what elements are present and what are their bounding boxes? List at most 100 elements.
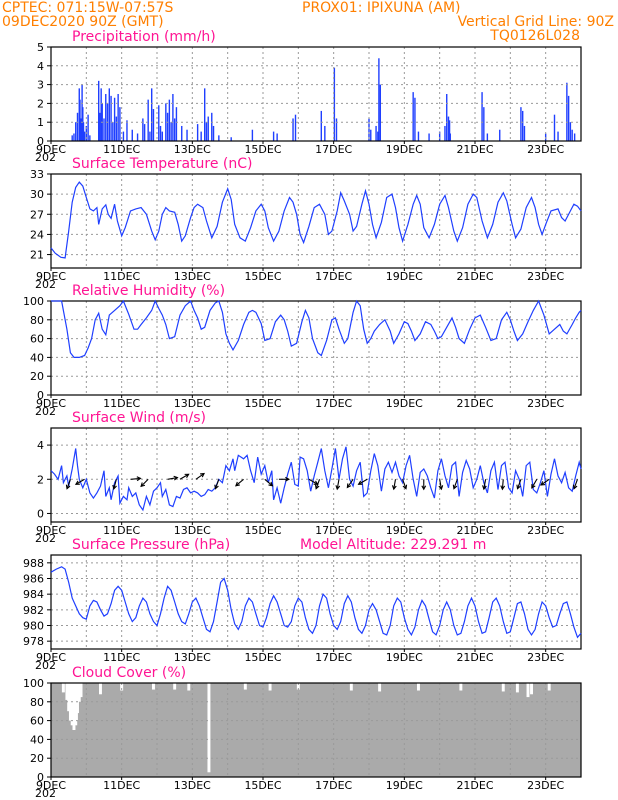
wind-arrow-head: [136, 476, 142, 482]
xtick-label: 11DEC: [103, 651, 140, 664]
xtick-label: 19DEC: [386, 270, 423, 283]
ytick-label: 980: [23, 620, 44, 633]
xtick-label: 23DEC: [527, 779, 564, 792]
wind-arrow: [421, 479, 427, 491]
xtick-label: 13DEC: [174, 270, 211, 283]
xtick-label: 23DEC: [527, 270, 564, 283]
wind-arrow: [214, 479, 220, 490]
xtick-label: 21DEC: [456, 397, 493, 410]
wind-arrow-head: [357, 480, 363, 485]
precip-bar: [82, 122, 85, 141]
wind-arrow-head: [482, 485, 487, 491]
xtick-label: 13DEC: [174, 143, 211, 156]
precip-bar: [333, 67, 336, 141]
precip-bar: [147, 99, 149, 141]
wind-arrow-head: [500, 485, 506, 491]
precip-bar: [79, 99, 81, 141]
cloud-dip: [65, 683, 69, 700]
precip-bar: [196, 124, 199, 141]
ytick-label: 1: [37, 116, 44, 129]
ytick-label: 21: [30, 249, 44, 262]
ytick-label: 986: [23, 573, 44, 586]
xtick-label: 15DEC: [244, 524, 281, 537]
xtick-label: 13DEC: [174, 651, 211, 664]
wind-arrow-shaft: [483, 479, 487, 490]
precip-bar: [412, 92, 414, 141]
wind-arrow-shaft: [336, 479, 340, 490]
xtick-label: 11DEC: [103, 397, 140, 410]
xtick-label: 9DEC: [36, 651, 66, 664]
wind-arrow-head: [335, 485, 341, 491]
grid-press: [51, 555, 581, 649]
cloud-dip: [459, 683, 463, 691]
ytick-label: 80: [30, 696, 44, 709]
precip-bar: [417, 131, 420, 141]
xtick-label: 23DEC: [527, 143, 564, 156]
header-location: CPTEC: 071:15W-07:57S: [2, 0, 173, 16]
wind-arrow-shaft: [315, 479, 321, 489]
precip-bar: [272, 131, 275, 141]
wind-arrow-shaft: [573, 479, 578, 489]
precip-bar: [83, 131, 86, 141]
cloud-dip: [67, 683, 71, 712]
cloud-dip: [68, 683, 72, 721]
cloud-dip: [187, 683, 191, 691]
xtick-year: 202: [35, 532, 56, 545]
ytick-label: 4: [37, 60, 44, 73]
precip-bar: [81, 84, 83, 141]
cloud-dip: [77, 683, 81, 702]
xtick-label: 13DEC: [174, 524, 211, 537]
xtick-label: 19DEC: [386, 143, 423, 156]
precip-bar: [211, 112, 213, 141]
precip-bar: [103, 118, 105, 141]
ytick-label: 5: [37, 41, 44, 54]
wind-arrow: [167, 475, 179, 481]
precip-bar: [320, 110, 322, 141]
wind-arrow-shaft: [402, 479, 407, 489]
wind-arrow: [391, 479, 397, 491]
wind-arrow: [278, 476, 291, 482]
precip-bar: [486, 133, 489, 141]
wind-arrow-head: [452, 484, 458, 490]
xtick-year: 202: [35, 405, 56, 418]
precip-bar: [571, 129, 573, 141]
wind-arrow-head: [112, 484, 117, 491]
ytick-label: 100: [23, 295, 44, 308]
header-model: TQ0126L028: [489, 28, 580, 44]
precip-bar: [523, 125, 526, 141]
wind-arrow-head: [235, 481, 240, 487]
wind-arrow: [346, 478, 354, 489]
wind-arrow-head: [346, 483, 352, 489]
wind-arrow-shaft: [439, 479, 442, 490]
cloud-dip: [207, 683, 211, 773]
precip-bar: [483, 107, 485, 141]
frame-rh: [50, 300, 582, 396]
precip-bar: [126, 120, 128, 141]
ytick-label: 20: [30, 370, 44, 383]
ytick-label: 33: [30, 168, 44, 181]
wind-arrow-shaft: [516, 479, 522, 489]
precip-bar: [520, 107, 522, 141]
precip-bar: [73, 133, 75, 141]
xtick-label: 17DEC: [315, 524, 352, 537]
precip-bar: [379, 84, 382, 141]
precip-bar: [204, 88, 206, 141]
xtick-label: 23DEC: [527, 397, 564, 410]
panel-title-extra: Model Altitude: 229.291 m: [300, 537, 486, 553]
wind-arrow-head: [285, 476, 291, 482]
precip-bar: [112, 122, 114, 141]
wind-arrow-shaft: [358, 478, 368, 485]
cloud-dip: [61, 683, 65, 693]
precip-bar: [324, 125, 326, 141]
frame-precip: [50, 46, 582, 142]
frame-press: [50, 554, 582, 650]
xtick-label: 9DEC: [36, 397, 66, 410]
wind-arrow-head: [438, 485, 444, 491]
cloud-dip: [98, 683, 102, 695]
xtick-label: 23DEC: [527, 524, 564, 537]
ytick-label: 0: [37, 389, 44, 402]
precip-bar: [370, 129, 372, 141]
cloud-dip: [151, 683, 155, 690]
xtick-label: 19DEC: [386, 524, 423, 537]
precip-bar: [113, 97, 116, 141]
